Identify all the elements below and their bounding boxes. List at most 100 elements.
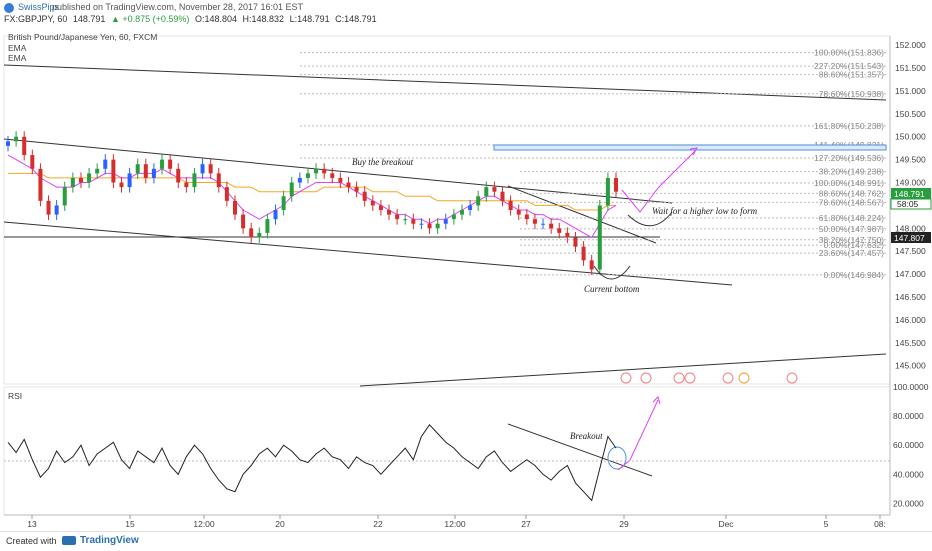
candle-body — [168, 159, 173, 169]
event-marker-icon[interactable] — [673, 372, 685, 384]
candle-body — [176, 168, 181, 183]
fib-level-label: 78.60%(150.938) — [819, 89, 884, 99]
candle-body — [111, 159, 116, 183]
price-tick-label: 148.000 — [895, 223, 926, 233]
ema-legend-1: EMA — [8, 43, 27, 53]
rsi-tick-label: 60.0000 — [893, 440, 924, 450]
short-trendline[interactable] — [507, 185, 657, 244]
candle-body — [305, 173, 310, 178]
price-tick-label: 146.500 — [895, 292, 926, 302]
time-axis[interactable]: 13 15 12:00 20 22 12:00 27 29 Dec 5 08: — [27, 515, 886, 529]
fibonacci-levels[interactable]: 100.00%(151.836)227.20%(151.543)88.60%(1… — [300, 48, 886, 280]
candle-body — [378, 205, 383, 210]
time-tick-label: 12:00 — [193, 519, 215, 529]
time-tick-label: Dec — [718, 519, 734, 529]
candle-body — [443, 219, 448, 224]
candle-body — [216, 173, 221, 188]
chart-header: SwissPips published on TradingView.com, … — [0, 0, 932, 36]
fib-level-label: 0.00%(147.632) — [824, 240, 885, 250]
fib-level-label: 61.80%(148.224) — [819, 213, 884, 223]
price-arrowhead-icon — [689, 147, 698, 156]
time-tick-label: 22 — [373, 519, 383, 529]
candlesticks — [6, 131, 618, 276]
candle-body — [614, 177, 618, 192]
countdown-tag — [890, 198, 932, 210]
candle-body — [54, 205, 59, 215]
price-projection-arrow[interactable] — [621, 149, 697, 213]
candle-body — [354, 187, 359, 192]
tradingview-brand[interactable]: TradingView — [80, 535, 139, 546]
fib-level-label: 38.20%(149.238) — [819, 167, 884, 177]
candle-body — [160, 159, 165, 169]
trendlines[interactable] — [3, 64, 887, 477]
breakout-ellipse[interactable] — [607, 446, 627, 470]
candle-body — [549, 223, 554, 229]
price-tick-label: 151.000 — [895, 86, 926, 96]
candle-body — [435, 223, 440, 229]
time-tick-label: 12:00 — [444, 519, 466, 529]
candle-body — [330, 173, 335, 178]
author-name[interactable]: SwissPips — [18, 2, 60, 12]
candle-body — [95, 168, 100, 174]
candle-body — [541, 223, 546, 225]
event-marker-icon[interactable] — [786, 372, 798, 384]
candle-body — [492, 187, 497, 192]
rsi-tick-label: 40.0000 — [893, 469, 924, 479]
candle-body — [70, 177, 75, 188]
candle-body — [281, 196, 286, 210]
candle-body — [557, 228, 562, 233]
candle-body — [38, 168, 43, 201]
fib-level-label: 100.00%(151.836) — [814, 48, 884, 58]
upper-long-trendline[interactable] — [3, 64, 887, 101]
event-marker-icon[interactable] — [640, 372, 652, 384]
ema-fast-line — [7, 154, 617, 239]
event-marker-icon[interactable] — [620, 372, 632, 384]
rsi-projection-arrow[interactable] — [617, 399, 659, 471]
target-zone-box[interactable] — [493, 144, 887, 151]
candle-body — [573, 237, 578, 247]
ema-slow-line — [8, 172, 616, 211]
candle-body — [151, 168, 156, 178]
candle-body — [403, 219, 408, 221]
candle-body — [232, 200, 237, 215]
candle-body — [257, 232, 262, 238]
price-change: ▲ +0.875 (+0.59%) — [110, 14, 190, 24]
author-avatar[interactable] — [4, 3, 14, 13]
event-marker-icon[interactable] — [722, 372, 734, 384]
candle-body — [395, 214, 400, 220]
last-price: 148.791 — [72, 14, 106, 24]
rsi-tick-label: 20.0000 — [893, 498, 924, 508]
high-value: H:148.832 — [242, 14, 285, 24]
rsi-trendline[interactable] — [507, 423, 653, 477]
channel-top-trendline[interactable] — [3, 138, 673, 204]
economic-event-markers[interactable] — [620, 372, 798, 384]
candle-body — [14, 136, 19, 142]
rsi-arrowhead-icon — [652, 396, 661, 405]
event-marker-icon[interactable] — [738, 372, 750, 384]
footer-bar: Created with TradingView — [0, 531, 932, 551]
rsi-pane[interactable] — [3, 386, 891, 516]
candle-body — [532, 219, 537, 224]
lower-rising-trendline[interactable] — [359, 353, 887, 387]
symbol-label[interactable]: FX:GBPJPY, 60 — [4, 14, 68, 24]
chart-canvas[interactable]: British Pound/Japanese Yen, 60, FXCM EMA… — [0, 0, 932, 531]
tradingview-logo-icon[interactable] — [62, 536, 76, 545]
candle-body — [62, 187, 67, 206]
fib-level-label: 88.60%(148.762) — [819, 188, 884, 198]
price-tick-label: 145.000 — [895, 361, 926, 371]
projection-arrows[interactable] — [617, 147, 698, 471]
candle-body — [46, 200, 51, 215]
candle-body — [427, 223, 432, 229]
rsi-axis[interactable]: 100.0000 80.0000 60.0000 40.0000 20.0000 — [893, 382, 929, 508]
event-marker-icon[interactable] — [684, 372, 696, 384]
bottom-arc-drawing[interactable] — [593, 265, 631, 280]
candle-body — [581, 246, 586, 261]
price-tick-label: 147.000 — [895, 269, 926, 279]
candle-body — [119, 182, 124, 188]
buy-breakout-label: Buy the breakout — [352, 157, 414, 167]
higher-low-arc-drawing[interactable] — [627, 211, 673, 227]
candle-body — [241, 214, 246, 229]
channel-bottom-trendline[interactable] — [3, 221, 733, 286]
ema-legend-2: EMA — [8, 53, 27, 63]
price-tick-label: 150.000 — [895, 132, 926, 142]
